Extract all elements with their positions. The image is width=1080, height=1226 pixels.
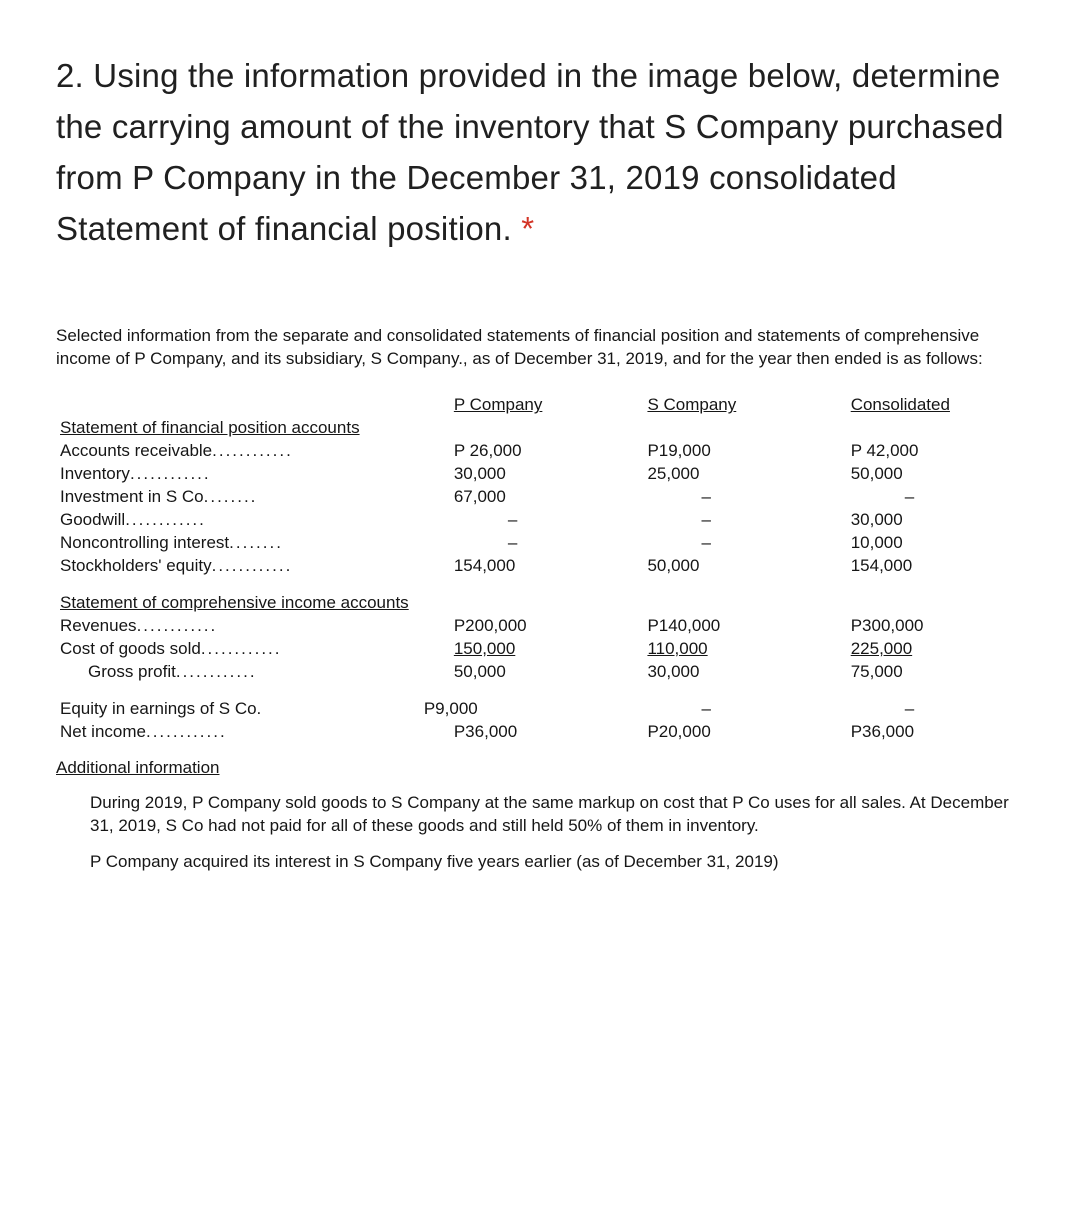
header-p: P Company (454, 395, 543, 414)
eq-c: – (851, 699, 914, 718)
section-1-heading: Statement of financial position accounts (56, 417, 1024, 440)
cogs-p: 150,000 (454, 639, 515, 658)
row-eq: Equity in earnings of S Co. P9,000 – – (56, 698, 1024, 721)
nci-s: – (647, 533, 710, 552)
gp-c: 75,000 (821, 661, 1024, 684)
se-label: Stockholders' equity (60, 556, 212, 575)
header-s: S Company (647, 395, 736, 414)
ar-c: P 42,000 (821, 440, 1024, 463)
additional-heading: Additional information (56, 758, 1024, 778)
ni-s: P20,000 (617, 721, 820, 744)
section-2-label: Statement of comprehensive income accoun… (60, 593, 409, 612)
rev-p: P200,000 (424, 615, 618, 638)
gw-s: – (647, 510, 710, 529)
question-text: 2. Using the information provided in the… (56, 50, 1024, 255)
inv-p: 30,000 (424, 463, 618, 486)
gp-label: Gross profit (60, 662, 176, 681)
nci-label: Noncontrolling interest (60, 533, 229, 552)
row-rev: Revenues P200,000 P140,000 P300,000 (56, 615, 1024, 638)
eq-label: Equity in earnings of S Co. (56, 698, 424, 721)
inv-label: Inventory (60, 464, 130, 483)
gw-label: Goodwill (60, 510, 125, 529)
gw-c: 30,000 (821, 509, 1024, 532)
inv-s: 25,000 (617, 463, 820, 486)
nci-c: 10,000 (821, 532, 1024, 555)
row-cogs: Cost of goods sold 150,000 110,000 225,0… (56, 638, 1024, 661)
header-c: Consolidated (851, 395, 950, 414)
se-s: 50,000 (617, 555, 820, 578)
invs-s: – (647, 487, 710, 506)
gp-s: 30,000 (617, 661, 820, 684)
row-gp: Gross profit 50,000 30,000 75,000 (56, 661, 1024, 684)
required-asterisk: * (521, 210, 534, 247)
invs-label: Investment in S Co (60, 487, 204, 506)
cogs-s: 110,000 (647, 639, 707, 658)
row-ar: Accounts receivable P 26,000 P19,000 P 4… (56, 440, 1024, 463)
financial-table: P Company S Company Consolidated Stateme… (56, 394, 1024, 743)
row-gw: Goodwill – – 30,000 (56, 509, 1024, 532)
ni-c: P36,000 (821, 721, 1024, 744)
row-se: Stockholders' equity 154,000 50,000 154,… (56, 555, 1024, 578)
nci-p: – (454, 533, 517, 552)
row-invs: Investment in S Co 67,000 – – (56, 486, 1024, 509)
ar-s: P19,000 (617, 440, 820, 463)
eq-p: P9,000 (424, 698, 618, 721)
ar-label: Accounts receivable (60, 441, 212, 460)
eq-s: – (647, 699, 710, 718)
inv-c: 50,000 (821, 463, 1024, 486)
intro-paragraph: Selected information from the separate a… (56, 325, 1024, 371)
section-1-label: Statement of financial position accounts (60, 418, 360, 437)
row-ni: Net income P36,000 P20,000 P36,000 (56, 721, 1024, 744)
additional-p1: During 2019, P Company sold goods to S C… (56, 792, 1024, 838)
rev-s: P140,000 (617, 615, 820, 638)
ar-p: P 26,000 (424, 440, 618, 463)
cogs-label: Cost of goods sold (60, 639, 201, 658)
row-nci: Noncontrolling interest – – 10,000 (56, 532, 1024, 555)
section-2-heading: Statement of comprehensive income accoun… (56, 592, 1024, 615)
gw-p: – (454, 510, 517, 529)
ni-p: P36,000 (424, 721, 618, 744)
se-p: 154,000 (424, 555, 618, 578)
rev-label: Revenues (60, 616, 137, 635)
ni-label: Net income (60, 722, 146, 741)
header-row: P Company S Company Consolidated (56, 394, 1024, 417)
cogs-c: 225,000 (851, 639, 912, 658)
row-inv: Inventory 30,000 25,000 50,000 (56, 463, 1024, 486)
invs-c: – (851, 487, 914, 506)
gp-p: 50,000 (424, 661, 618, 684)
invs-p: 67,000 (424, 486, 618, 509)
rev-c: P300,000 (821, 615, 1024, 638)
additional-p2: P Company acquired its interest in S Com… (56, 851, 1024, 874)
se-c: 154,000 (821, 555, 1024, 578)
